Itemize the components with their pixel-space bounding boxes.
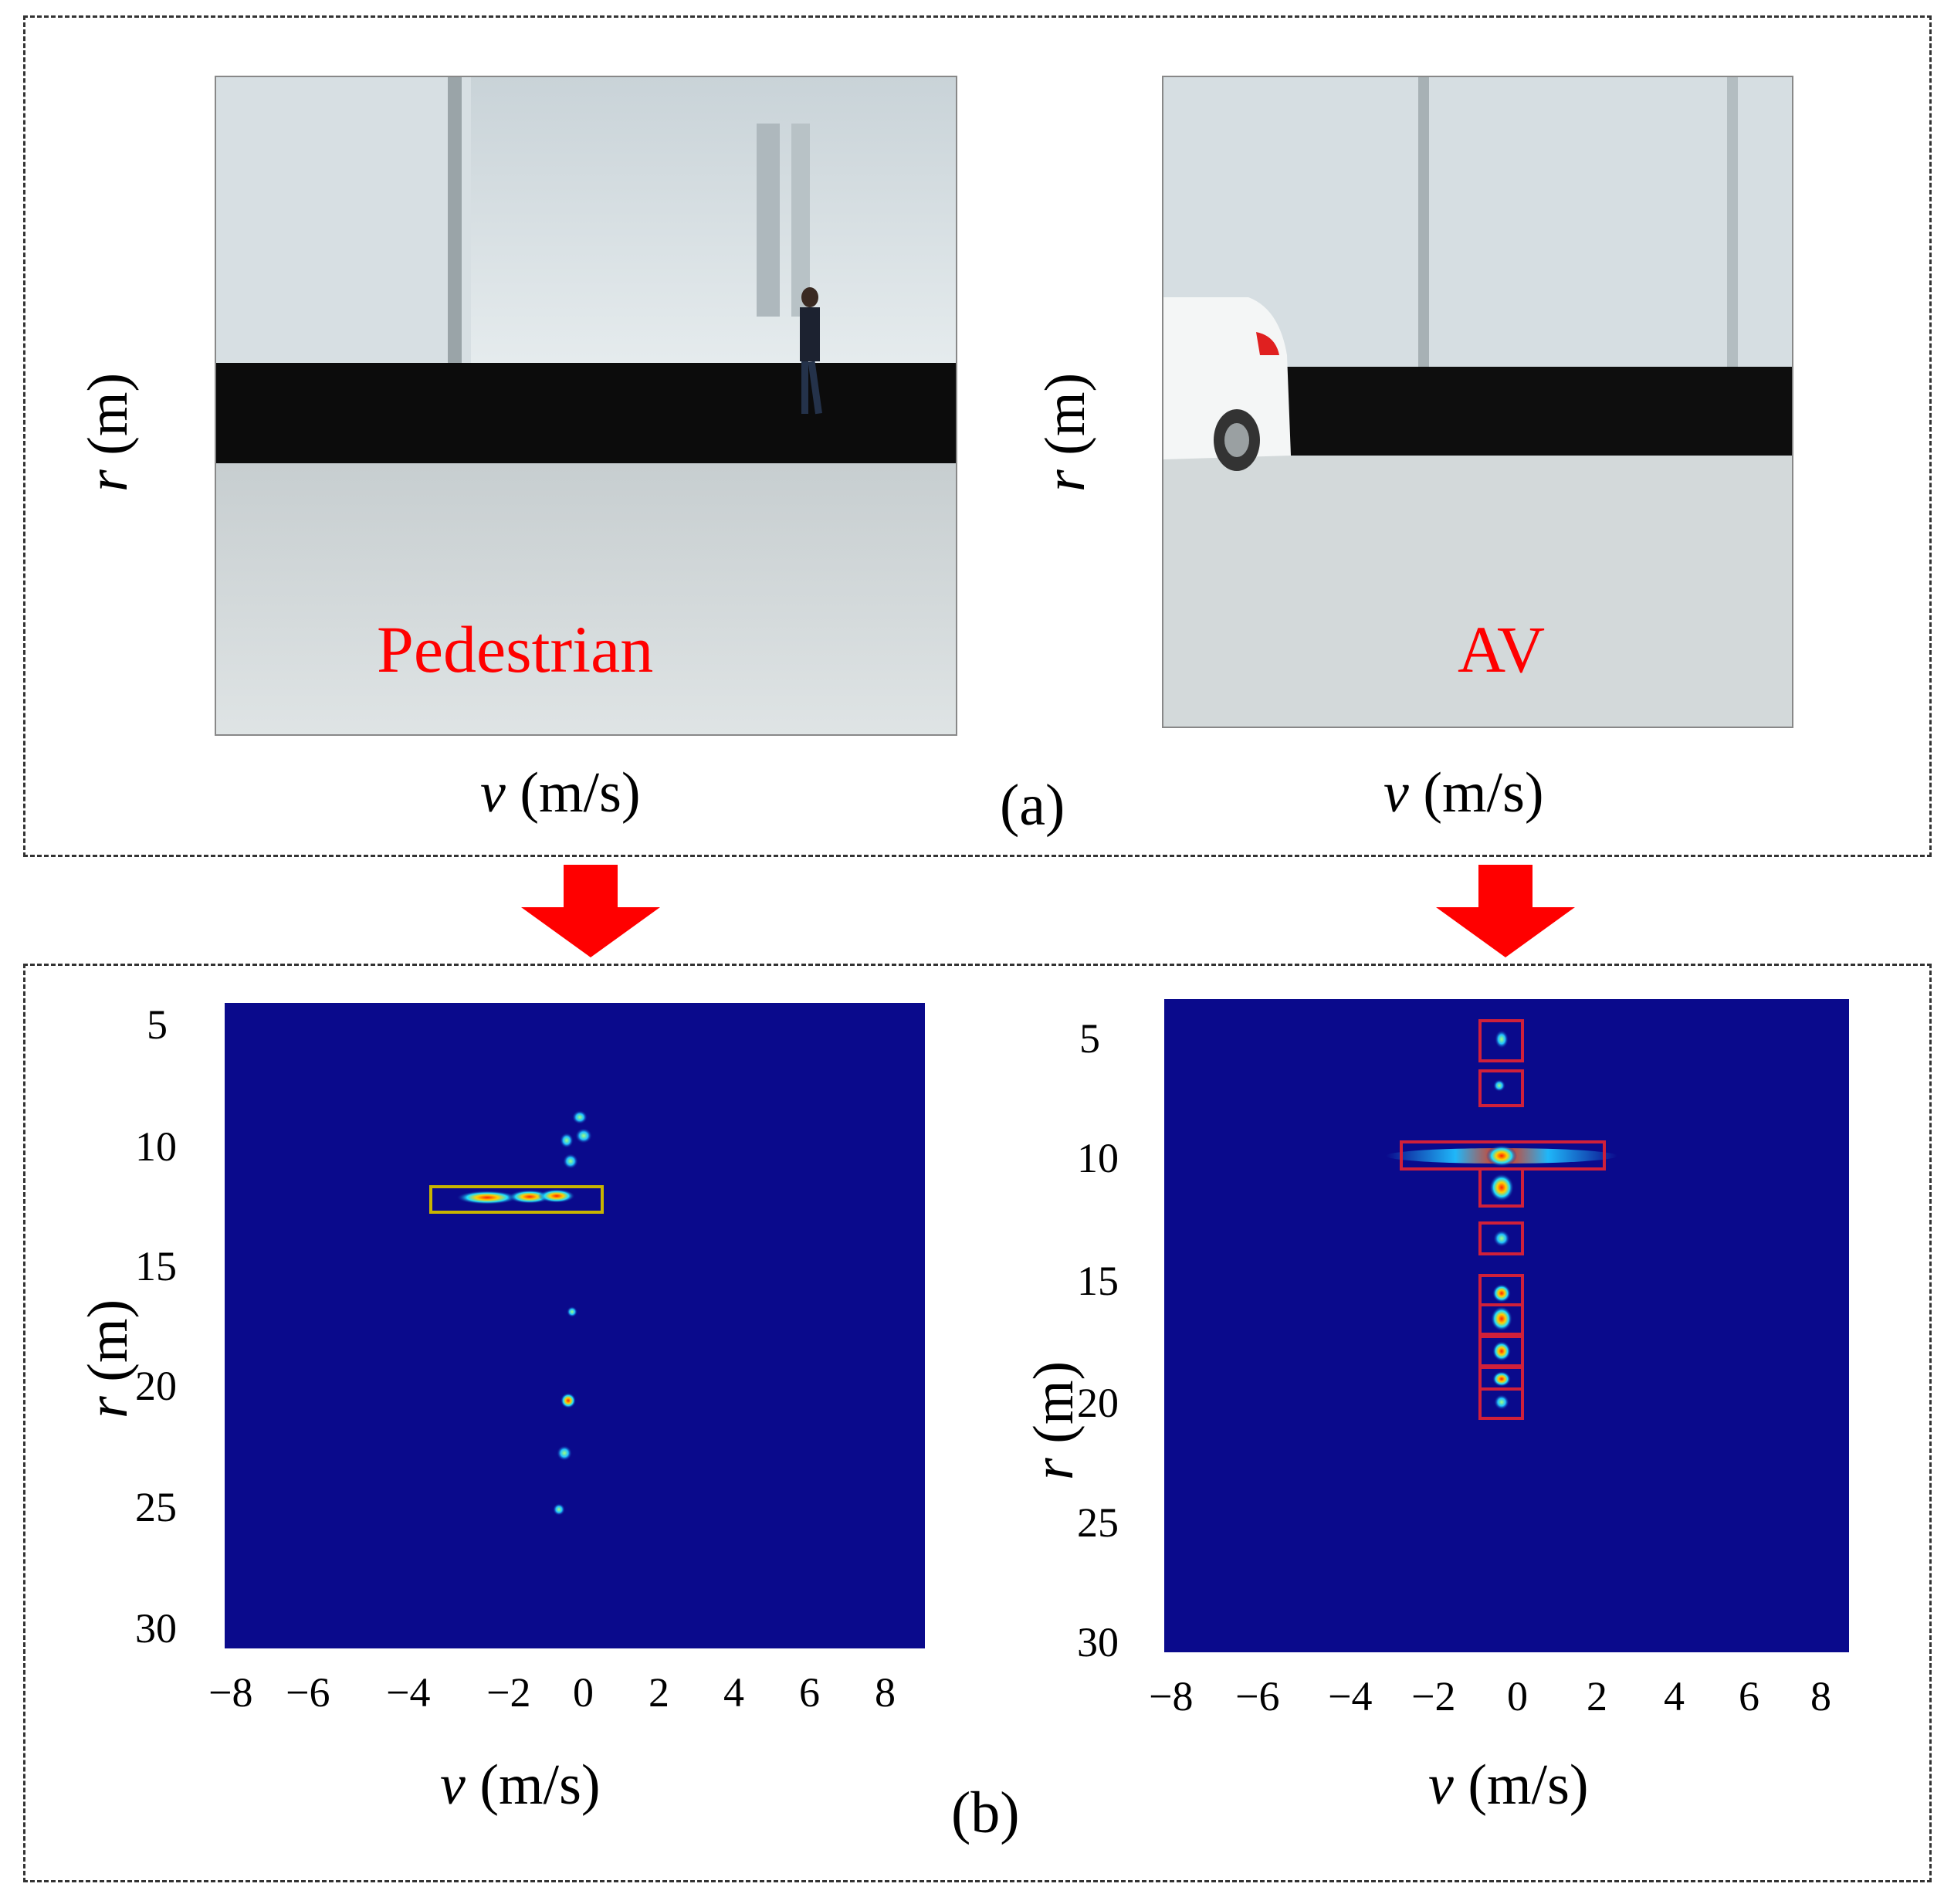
right-x-tick-4: 4 <box>1664 1673 1685 1719</box>
panel-b-right-y-label: r (m) <box>1022 1360 1085 1480</box>
panel-a-left-x-label: v (m/s) <box>480 761 641 825</box>
pedestrian-range-doppler-map <box>225 1003 925 1648</box>
left-x-tick-m6: −6 <box>286 1669 330 1716</box>
right-x-tick-m6: −6 <box>1235 1673 1280 1719</box>
left-x-tick-2: 2 <box>649 1669 669 1716</box>
left-x-tick-6: 6 <box>799 1669 820 1716</box>
right-y-tick-10: 10 <box>1077 1135 1119 1181</box>
right-x-tick-6: 6 <box>1739 1673 1759 1719</box>
left-y-tick-20: 20 <box>135 1363 177 1409</box>
left-x-tick-8: 8 <box>875 1669 896 1716</box>
right-x-tick-m8: −8 <box>1149 1673 1194 1719</box>
down-arrow-right <box>1436 865 1575 957</box>
right-x-tick-0: 0 <box>1507 1673 1528 1719</box>
av-detection-boxes <box>1400 1019 1606 1420</box>
left-y-tick-25: 25 <box>135 1484 177 1530</box>
left-y-tick-10: 10 <box>135 1123 177 1170</box>
panel-a-left-y-label: r (m) <box>76 372 140 492</box>
left-x-tick-m4: −4 <box>386 1669 431 1716</box>
panel-b-right-x-label: v (m/s) <box>1428 1753 1589 1817</box>
panel-b-left-x-label: v (m/s) <box>440 1753 601 1817</box>
left-y-tick-5: 5 <box>147 1001 168 1048</box>
right-x-tick-8: 8 <box>1810 1673 1831 1719</box>
left-y-tick-15: 15 <box>135 1243 177 1289</box>
right-y-tick-30: 30 <box>1077 1619 1119 1665</box>
av-photo <box>1162 76 1793 728</box>
right-x-tick-2: 2 <box>1587 1673 1607 1719</box>
left-x-tick-m8: −8 <box>208 1669 253 1716</box>
left-x-tick-4: 4 <box>723 1669 744 1716</box>
panel-a-letter: (a) <box>1000 773 1065 838</box>
left-y-tick-30: 30 <box>135 1605 177 1652</box>
left-x-tick-m2: −2 <box>486 1669 531 1716</box>
panel-b-letter: (b) <box>951 1780 1020 1845</box>
pedestrian-detection-box <box>429 1185 604 1214</box>
panel-a-right-x-label: v (m/s) <box>1383 761 1544 825</box>
right-x-tick-m2: −2 <box>1411 1673 1456 1719</box>
right-x-tick-m4: −4 <box>1328 1673 1373 1719</box>
pedestrian-photo <box>215 76 957 736</box>
left-x-tick-0: 0 <box>573 1669 594 1716</box>
av-range-doppler-map <box>1164 999 1849 1652</box>
av-label: AV <box>1458 612 1546 686</box>
panel-b-frame <box>23 964 1932 1882</box>
down-arrow-left <box>521 865 660 957</box>
panel-a-frame <box>23 15 1932 857</box>
pedestrian-label: Pedestrian <box>377 612 654 686</box>
right-y-tick-15: 15 <box>1077 1258 1119 1304</box>
right-y-tick-5: 5 <box>1079 1015 1100 1062</box>
right-y-tick-25: 25 <box>1077 1499 1119 1546</box>
right-y-tick-20: 20 <box>1077 1380 1119 1426</box>
panel-a-right-y-label: r (m) <box>1034 372 1097 492</box>
panel-b-left-y-label: r (m) <box>76 1299 140 1418</box>
